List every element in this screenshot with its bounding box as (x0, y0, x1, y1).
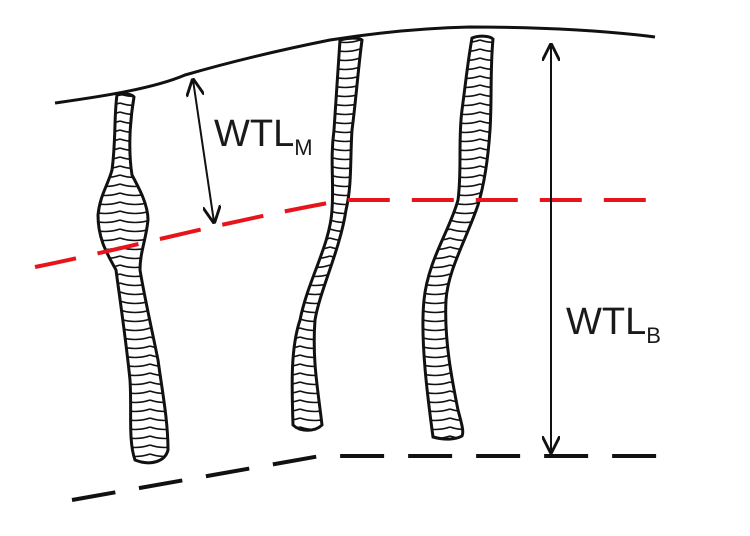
wtl-b-label: WTLB (566, 301, 661, 348)
wtl-m-label: WTLM (214, 113, 313, 160)
base-water-table-line (71, 454, 675, 502)
wtl-m-label-main: WTL (214, 113, 294, 155)
wtl-b-label-sub: B (646, 323, 661, 348)
surface-line (54, 25, 656, 105)
wtl-m-arrow (193, 80, 214, 222)
wtl-m-label-sub: M (294, 135, 312, 160)
tube-middle (290, 36, 364, 432)
tube-left (96, 92, 170, 465)
tube-right (421, 34, 495, 441)
wtl-b-label-main: WTL (566, 301, 646, 343)
mean-water-table-line (34, 198, 665, 269)
